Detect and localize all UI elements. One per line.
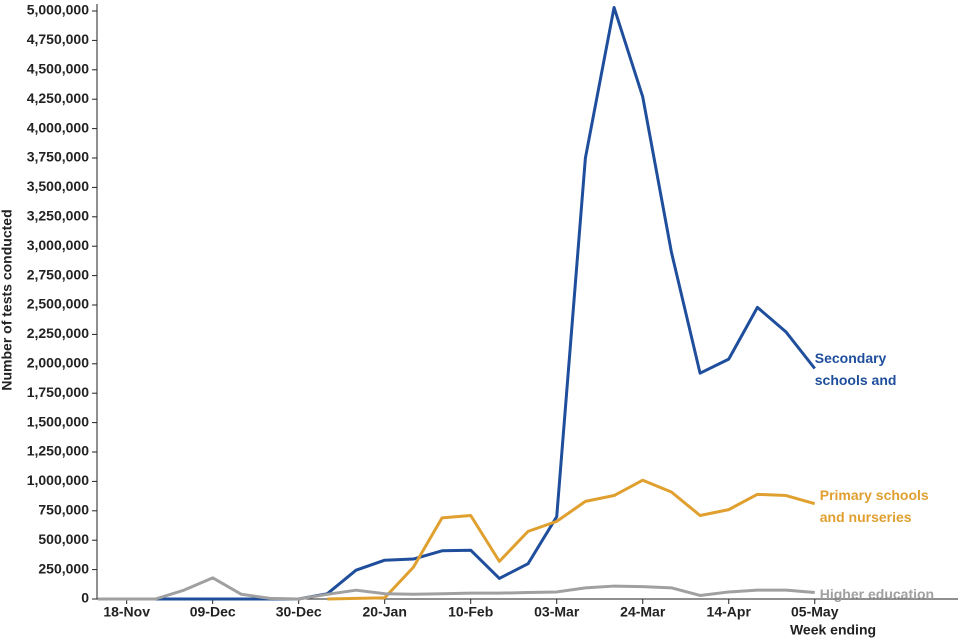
series-label-text: Higher education	[819, 585, 935, 602]
y-tick-label: 0	[81, 590, 89, 606]
y-tick-label: 4,500,000	[27, 61, 89, 77]
series-label-text: Secondary schools and colleges	[814, 349, 897, 397]
y-tick-label: 2,500,000	[27, 296, 89, 312]
x-tick-label: 10-Feb	[448, 604, 493, 620]
series-label-text: Primary schools and nurseries	[819, 486, 929, 525]
x-tick-label: 30-Dec	[276, 604, 322, 620]
y-tick-label: 500,000	[38, 531, 89, 547]
line	[98, 576, 815, 601]
y-tick-label: 3,000,000	[27, 237, 89, 253]
y-tick-label: 2,750,000	[27, 266, 89, 282]
x-tick-label: 18-Nov	[103, 604, 150, 620]
x-tick-label: 14-Apr	[707, 604, 752, 620]
y-tick-label: 1,500,000	[27, 413, 89, 429]
series-label: Secondary schools and colleges	[814, 349, 897, 397]
y-tick-label: 750,000	[38, 502, 89, 518]
line	[327, 478, 816, 601]
y-tick-label: 1,250,000	[27, 443, 89, 459]
y-tick-label: 4,000,000	[27, 119, 89, 135]
y-tick-label: 1,000,000	[27, 472, 89, 488]
y-tick-label: 1,750,000	[27, 384, 89, 400]
y-tick-label: 2,000,000	[27, 355, 89, 371]
y-tick-label: 5,000,000	[27, 2, 89, 18]
x-tick-label: 05-May	[791, 604, 839, 620]
y-tick-label: 250,000	[38, 560, 89, 576]
y-axis-label: Number of tests conducted	[0, 209, 15, 390]
x-tick-label: 03-Mar	[534, 604, 580, 620]
x-axis-label: Week ending	[790, 622, 876, 638]
x-tick-label: 09-Dec	[190, 604, 236, 620]
y-tick-label: 4,250,000	[27, 90, 89, 106]
y-tick-label: 3,500,000	[27, 178, 89, 194]
y-tick-label: 3,250,000	[27, 208, 89, 224]
line	[98, 5, 816, 601]
y-tick-label: 4,750,000	[27, 31, 89, 47]
y-tick-label: 2,250,000	[27, 325, 89, 341]
x-tick-label: 20-Jan	[363, 604, 407, 620]
x-tick-label: 24-Mar	[620, 604, 666, 620]
y-tick-label: 3,750,000	[27, 149, 89, 165]
series-label: Primary schools and nurseries	[819, 486, 929, 525]
series-label: Higher education	[819, 585, 935, 602]
